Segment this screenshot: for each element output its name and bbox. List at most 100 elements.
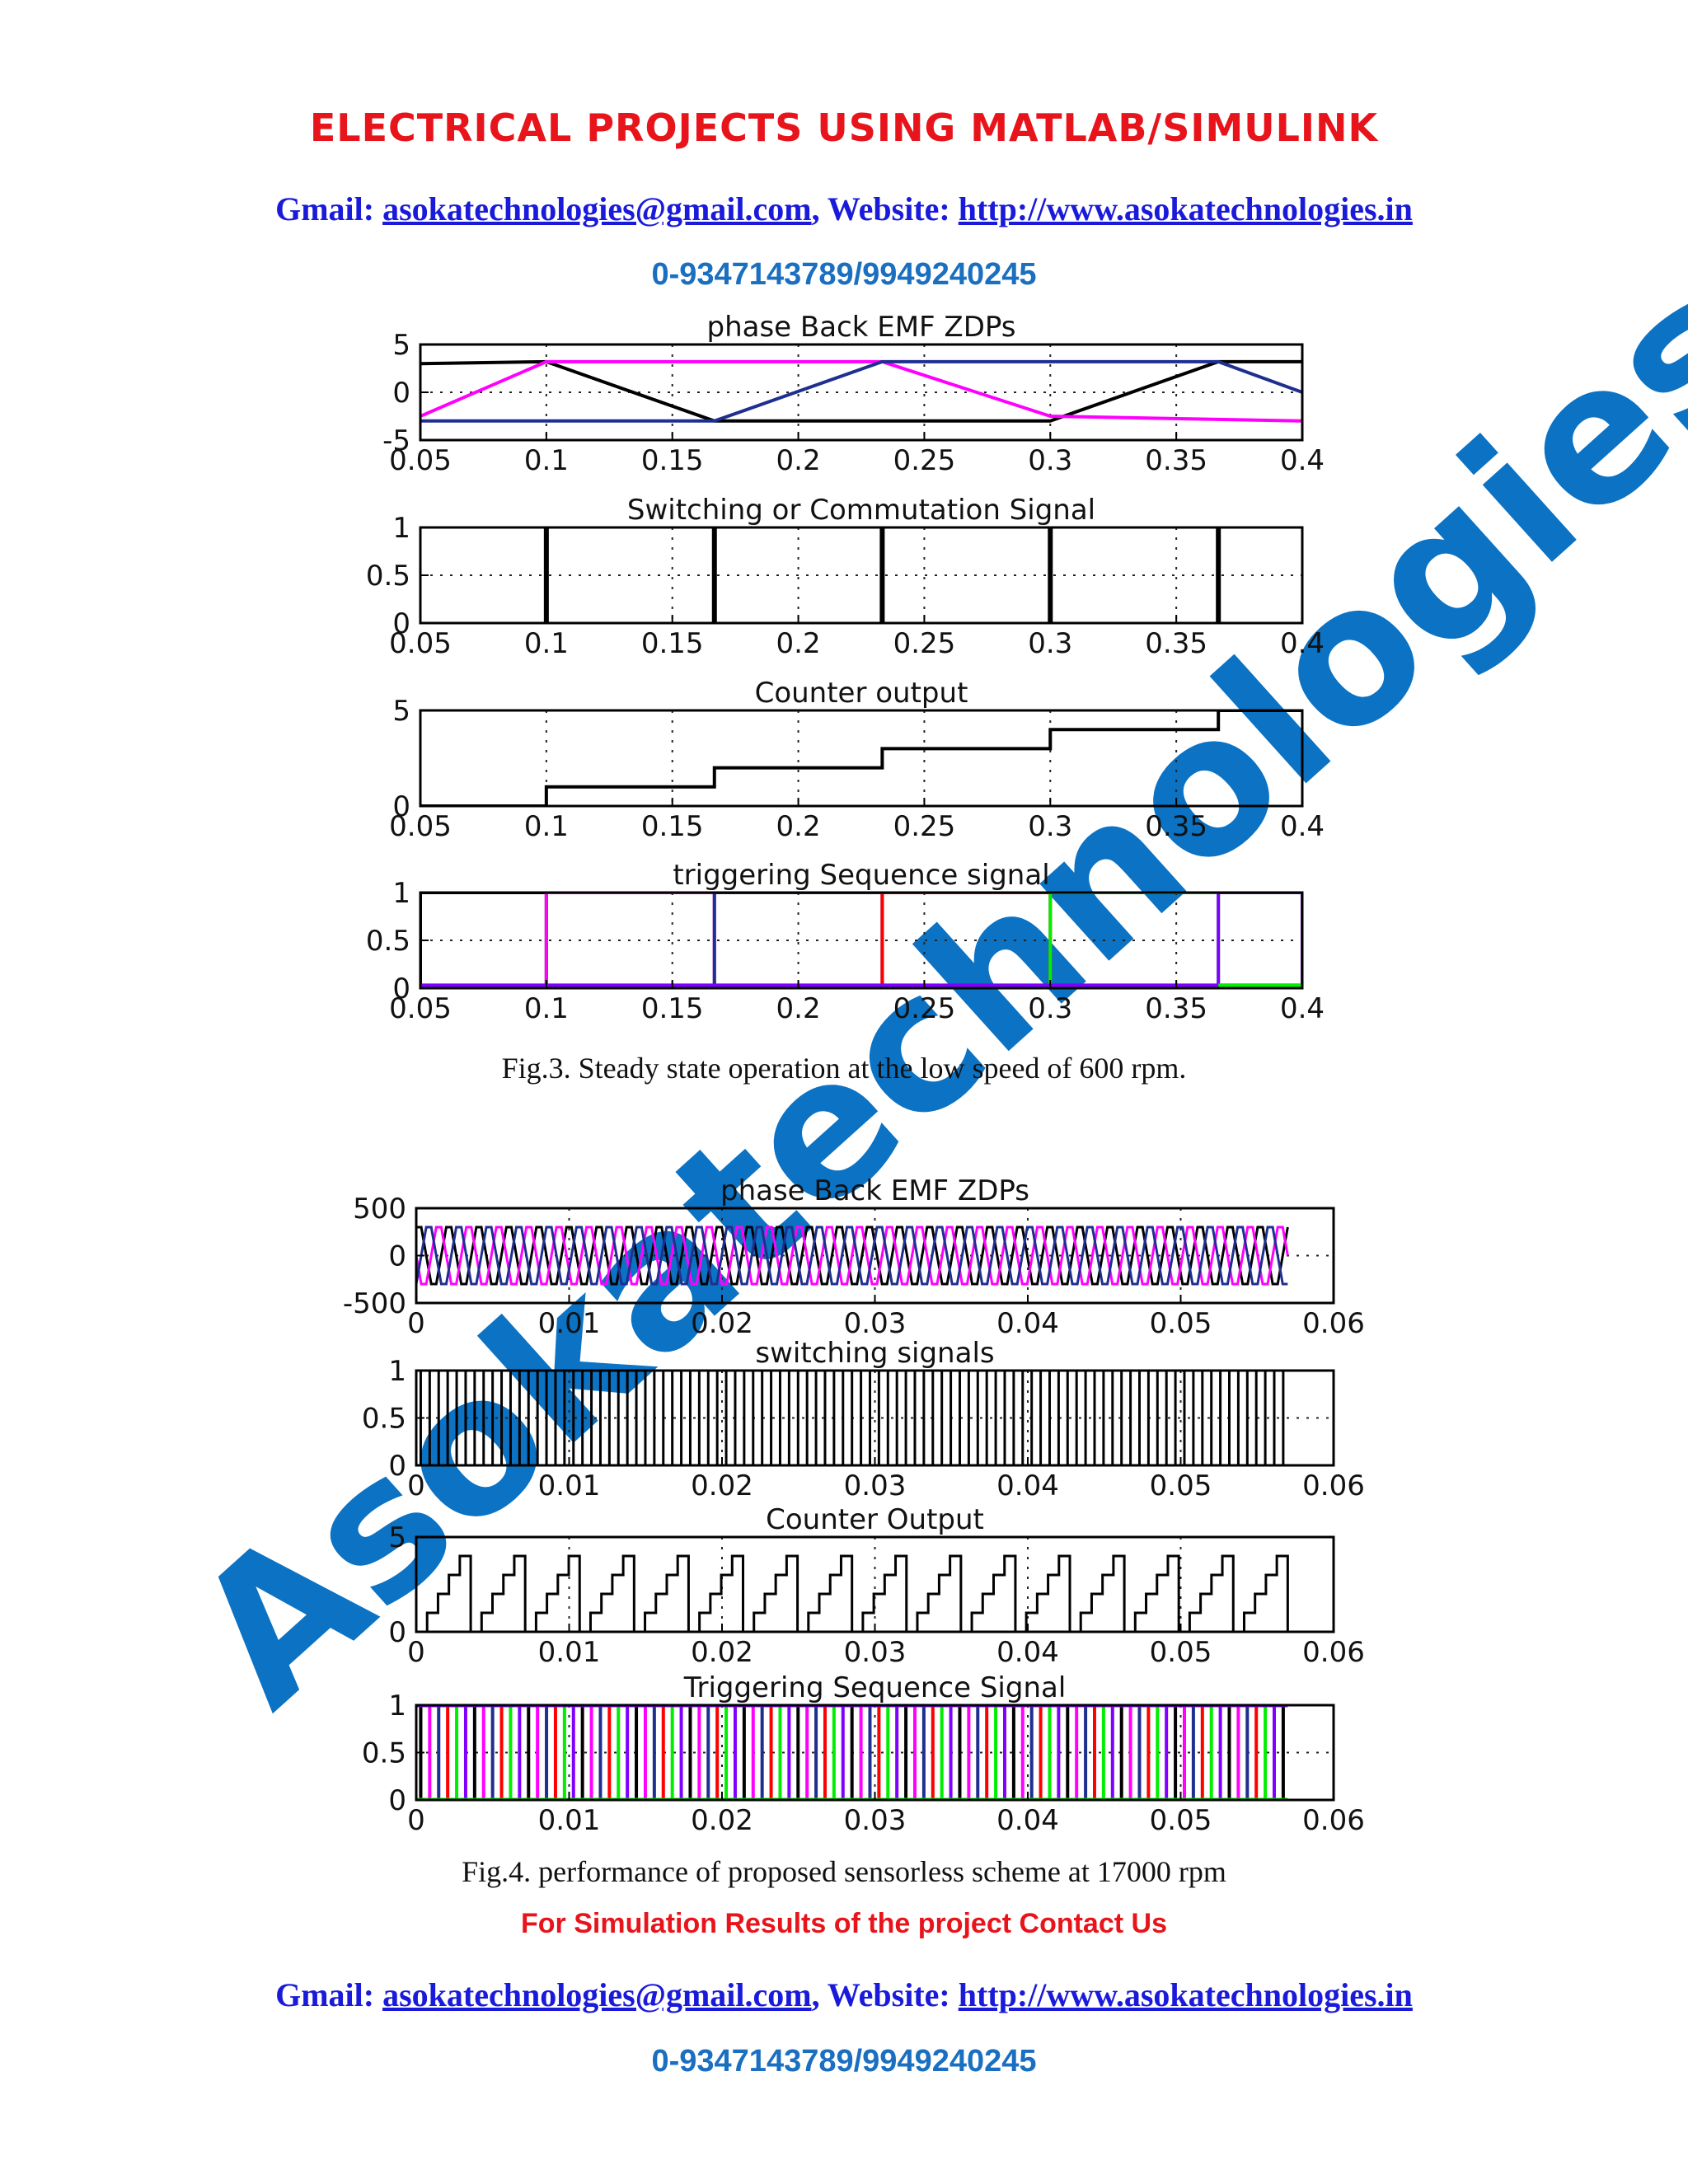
y-tick-label: 1 (392, 877, 410, 910)
page-banner: ELECTRICAL PROJECTS USING MATLAB/SIMULIN… (309, 105, 1379, 150)
x-tick-label: 0.3 (1028, 810, 1072, 843)
chart-title: Triggering Sequence Signal (683, 1671, 1067, 1704)
x-tick-label: 0.06 (1302, 1307, 1365, 1340)
series-line (416, 1226, 1289, 1286)
x-tick-label: 0.04 (996, 1469, 1059, 1502)
chart-panel: triggering Sequence signal 0.05 0.1 0.15 0.2… (366, 859, 1325, 1025)
x-tick-label: 0.4 (1280, 627, 1325, 660)
y-tick-label: 1 (388, 1355, 406, 1388)
footer-phone: 0-9347143789/9949240245 (651, 2044, 1037, 2079)
chart-panel: switching signals 0 0.01 0.02 0.03 0.04 0.05 0.… (362, 1337, 1365, 1502)
x-tick-label: 0.25 (893, 444, 956, 477)
chart-panel: Triggering Sequence Signal 0 0.01 0.02 0.03 0… (362, 1671, 1365, 1837)
y-tick-label: 500 (353, 1193, 406, 1226)
website-link[interactable]: http://www.asokatechnologies.in (958, 190, 1413, 227)
x-tick-label: 0.3 (1028, 444, 1072, 477)
x-tick-label: 0 (407, 1469, 425, 1502)
chart-title: Counter Output (766, 1503, 984, 1536)
x-tick-label: 0.04 (996, 1804, 1059, 1837)
x-tick-label: 0.03 (844, 1469, 907, 1502)
gmail-link[interactable]: asokatechnologies@gmail.com (382, 190, 812, 227)
chart-panel: Switching or Commutation Signal 0.05 0.1 0.… (366, 494, 1325, 660)
x-tick-label: 0.4 (1280, 444, 1325, 477)
chart-title: phase Back EMF ZDPs (706, 311, 1015, 344)
website-link[interactable]: http://www.asokatechnologies.in (958, 1976, 1413, 2013)
x-tick-label: 0.05 (1150, 1636, 1212, 1669)
y-tick-label: 0.5 (362, 1737, 406, 1770)
y-tick-label: 0.5 (362, 1403, 406, 1436)
x-tick-label: 0.06 (1302, 1804, 1365, 1837)
y-tick-label: 0 (388, 1616, 406, 1649)
y-tick-label: 0 (388, 1450, 406, 1483)
plot-area (420, 359, 1302, 423)
x-tick-label: 0.2 (776, 627, 821, 660)
x-tick-label: 0.25 (893, 992, 956, 1025)
series-line (420, 893, 548, 988)
plot-area (416, 1226, 1289, 1286)
y-tick-label: 0 (388, 1240, 406, 1273)
y-tick-label: 5 (392, 329, 410, 362)
axes-frame (419, 891, 1304, 990)
gmail-link[interactable]: asokatechnologies@gmail.com (382, 1976, 812, 2013)
x-tick-label: 0.2 (776, 444, 821, 477)
series-line (420, 359, 1302, 423)
plot-area (419, 1371, 1285, 1465)
chart-title: triggering Sequence signal (673, 859, 1049, 892)
axes-frame (419, 526, 1304, 625)
y-tick-label: -500 (343, 1287, 406, 1320)
series-line (416, 1554, 1289, 1632)
plot-area (416, 1554, 1289, 1632)
y-tick-label: 1 (392, 512, 410, 545)
x-tick-label: 0.01 (538, 1636, 601, 1669)
x-tick-label: 0.03 (844, 1804, 907, 1837)
series-line (1217, 893, 1302, 988)
series-line (420, 359, 1302, 423)
y-tick-label: 0 (392, 972, 410, 1005)
x-tick-label: 0.1 (524, 992, 569, 1025)
x-tick-label: 0.05 (389, 810, 452, 843)
axes-frame (419, 343, 1304, 442)
x-tick-label: 0.2 (776, 810, 821, 843)
x-tick-label: 0.06 (1302, 1469, 1365, 1502)
x-tick-label: 0.15 (641, 444, 704, 477)
y-tick-label: 0 (392, 790, 410, 823)
x-tick-label: 0.02 (691, 1636, 753, 1669)
y-tick-label: 0.5 (366, 560, 410, 593)
website-label: , Website: (811, 190, 959, 227)
x-tick-label: 0 (407, 1636, 425, 1669)
y-tick-label: 0 (392, 377, 410, 410)
series-line (416, 1226, 1289, 1286)
x-tick-label: 0.35 (1145, 627, 1207, 660)
x-tick-label: 0.01 (538, 1804, 601, 1837)
fig3-caption: Fig.3. Steady state operation at the low… (501, 1052, 1187, 1085)
x-tick-label: 0.01 (538, 1469, 601, 1502)
x-tick-label: 0.1 (524, 444, 569, 477)
x-tick-label: 0 (407, 1307, 425, 1340)
website-label: , Website: (811, 1976, 959, 2013)
fig4-caption: Fig.4. performance of proposed sensorles… (462, 1855, 1226, 1888)
plot-area (420, 710, 1302, 806)
x-tick-label: 0.25 (893, 627, 956, 660)
gmail-label: Gmail: (275, 1976, 383, 2013)
x-tick-label: 0.35 (1145, 810, 1207, 843)
x-tick-label: 0 (407, 1804, 425, 1837)
x-tick-label: 0.05 (1150, 1804, 1212, 1837)
x-tick-label: 0.01 (538, 1307, 601, 1340)
x-tick-label: 0.04 (996, 1307, 1059, 1340)
series-line (416, 1226, 1288, 1286)
chart-panel: phase Back EMF ZDPs 0.05 0.1 0.15 0.2 0.25 0.3… (382, 311, 1325, 477)
contact-note: For Simulation Results of the project Co… (521, 1908, 1167, 1939)
y-tick-label: 5 (388, 1521, 406, 1554)
x-tick-label: 0.4 (1280, 810, 1325, 843)
chart-title: Switching or Commutation Signal (627, 494, 1095, 527)
series-line (420, 710, 1302, 806)
header-contact-line: Gmail: asokatechnologies@gmail.com, Webs… (0, 190, 1688, 228)
chart-panel: Counter output 0.05 0.1 0.15 0.2 0.25 0.3 0.35 0… (389, 677, 1325, 843)
header-phone: 0-9347143789/9949240245 (651, 257, 1037, 292)
y-tick-label: 0.5 (366, 925, 410, 958)
x-tick-label: 0.05 (389, 444, 452, 477)
y-tick-label: 5 (392, 695, 410, 728)
axes-frame (419, 709, 1304, 808)
